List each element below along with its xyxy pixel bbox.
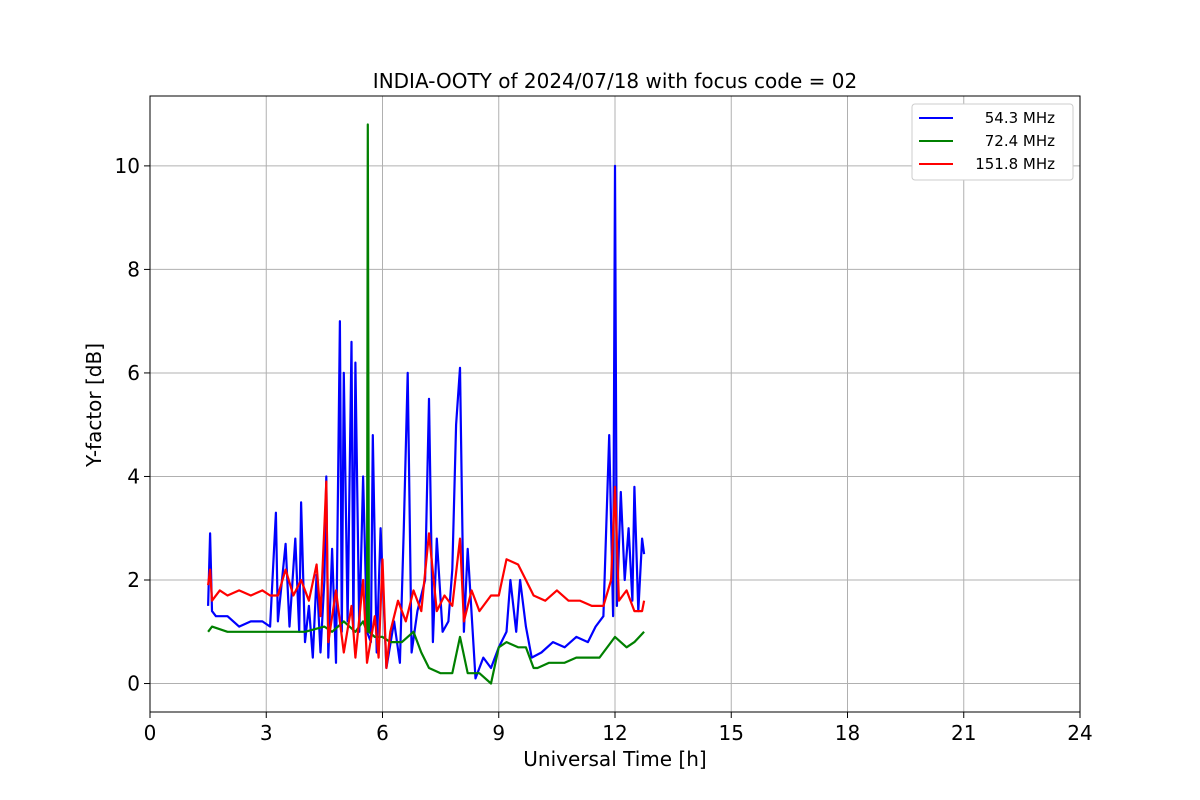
x-tick-label: 24 [1067,721,1092,745]
legend-label: 151.8 MHz [975,155,1055,173]
x-tick-label: 12 [602,721,627,745]
x-axis-label: Universal Time [h] [523,747,706,771]
x-tick-label: 0 [144,721,157,745]
series-line-1 [207,164,646,680]
legend: 54.3 MHz 72.4 MHz 151.8 MHz [911,103,1074,181]
chart-title: INDIA-OOTY of 2024/07/18 with focus code… [373,69,857,93]
x-tick-label: 18 [835,721,860,745]
x-tick-label: 21 [951,721,976,745]
series-lines [207,123,646,685]
y-tick-label: 8 [127,257,140,281]
legend-label: 54.3 MHz [985,109,1055,127]
series-line-3 [207,480,646,670]
y-tick-label: 4 [127,464,140,488]
x-tick-label: 15 [719,721,744,745]
series-line-2 [207,123,645,685]
x-tick-label: 6 [376,721,389,745]
legend-box [911,103,1074,181]
y-tick-label: 10 [115,154,140,178]
x-tick-label: 9 [492,721,505,745]
y-tick-label: 0 [127,672,140,696]
legend-label: 72.4 MHz [985,132,1055,150]
y-tick-label: 6 [127,361,140,385]
y-axis-label: Y-factor [dB] [82,343,106,468]
y-tick-label: 2 [127,568,140,592]
x-tick-label: 3 [260,721,273,745]
